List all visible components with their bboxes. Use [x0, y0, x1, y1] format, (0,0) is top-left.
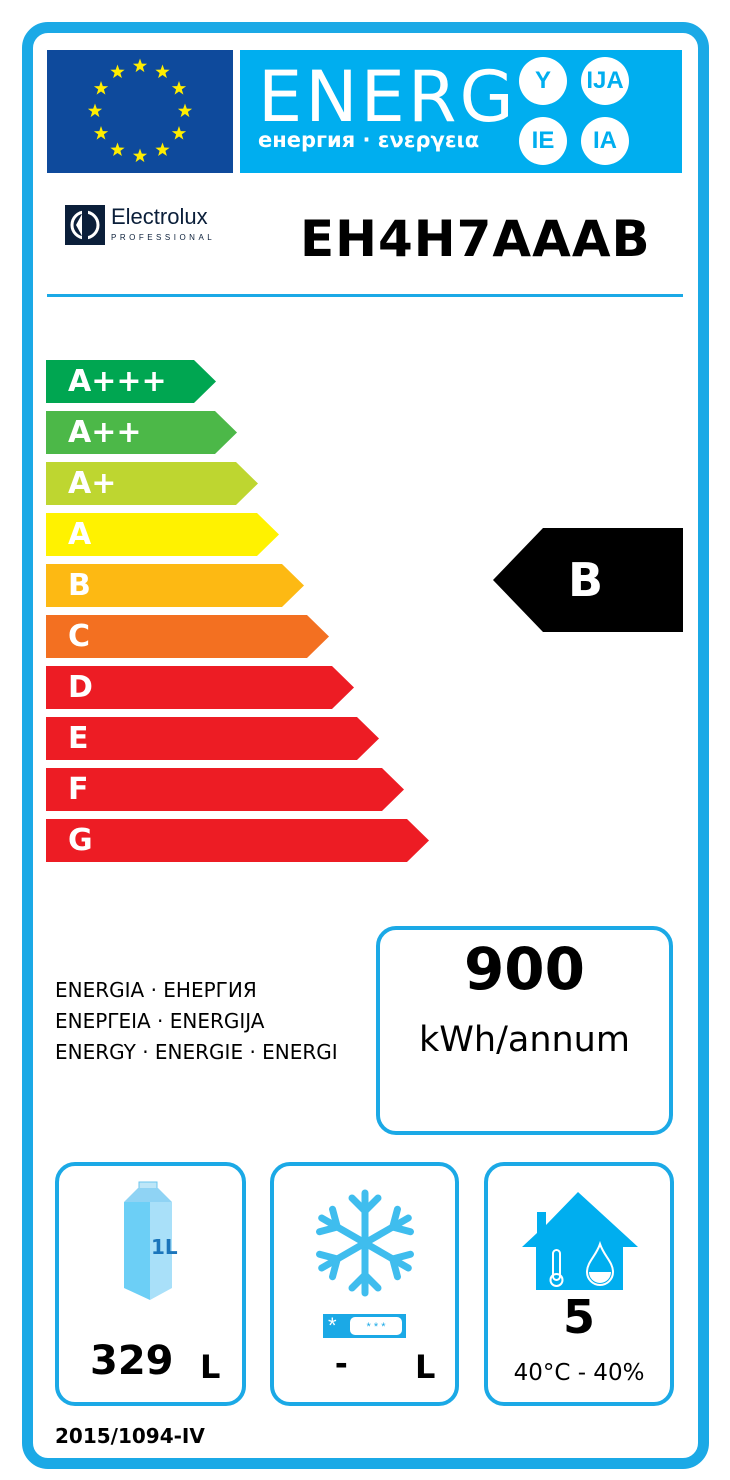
- star-icon: [110, 64, 125, 79]
- header-title: ENERG: [258, 56, 517, 138]
- star-icon: [177, 103, 193, 118]
- chilled-volume-unit: L: [200, 1348, 221, 1386]
- scale-bar-a: A: [46, 513, 279, 556]
- scale-bar-b: B: [46, 564, 304, 607]
- chilled-volume-value: 329: [90, 1338, 174, 1384]
- star-icon: [171, 126, 187, 140]
- star-icon: [93, 126, 109, 140]
- star-icon: [155, 142, 170, 156]
- electrolux-logo-icon: [65, 205, 105, 245]
- energy-label-line: ΕΝΕΡΓΕΙΑ · ENERGIJA: [55, 1009, 265, 1033]
- model-number: EH4H7AAAB: [300, 210, 651, 268]
- climate-conditions: 40°C - 40%: [513, 1360, 645, 1386]
- house-climate-icon: [522, 1192, 638, 1290]
- frozen-volume-box: [270, 1162, 459, 1406]
- energy-unit: kWh/annum: [419, 1020, 630, 1060]
- energy-label-line: ENERGY · ENERGIE · ENERGI: [55, 1040, 338, 1064]
- suffix-y: Y: [519, 57, 567, 105]
- energy-label-line: ENERGIA · ЕНЕРГИЯ: [55, 978, 257, 1002]
- divider: [47, 294, 683, 297]
- eu-flag: [47, 50, 233, 173]
- scale-bar-aplusplusplus: A+++: [46, 360, 216, 403]
- scale-bar-aplusplus: A++: [46, 411, 237, 454]
- scale-bar-g: G: [46, 819, 429, 862]
- brand-tagline: PROFESSIONAL: [111, 233, 216, 242]
- milk-carton-icon: 1L: [124, 1181, 178, 1300]
- freezer-star-rating-icon: * * * *: [323, 1314, 406, 1338]
- scale-bar-aplus: A+: [46, 462, 258, 505]
- scale-bar-d: D: [46, 666, 354, 709]
- carton-label: 1L: [151, 1235, 178, 1259]
- scale-bar-f: F: [46, 768, 404, 811]
- header-subtitle: енергия · ενεργεια: [258, 128, 480, 152]
- star-icon: [171, 81, 187, 95]
- energy-consumption-box: [376, 926, 673, 1135]
- climate-class-box: [484, 1162, 674, 1406]
- suffix-ia: IA: [581, 117, 629, 165]
- suffix-ija: IJA: [581, 57, 629, 105]
- scale-bar-c: C: [46, 615, 329, 658]
- star-icon: [93, 81, 109, 95]
- scale-bar-e: E: [46, 717, 379, 760]
- brand-name: Electrolux: [111, 204, 208, 229]
- climate-class-value: 5: [562, 1290, 595, 1344]
- suffix-ie: IE: [519, 117, 567, 165]
- star-icon: [87, 103, 103, 118]
- frozen-volume-unit: L: [415, 1348, 436, 1386]
- star-icon: [132, 58, 148, 73]
- label-frame: [22, 22, 709, 1469]
- regulation-reference: 2015/1094-IV: [55, 1424, 205, 1448]
- energy-value: 900: [463, 935, 586, 1003]
- frozen-volume-value: -: [335, 1342, 348, 1384]
- chilled-volume-box: [55, 1162, 246, 1406]
- star-icon: [155, 64, 170, 79]
- star-icon: [110, 142, 125, 156]
- star-icon: [132, 148, 148, 163]
- snowflake-icon: [316, 1189, 414, 1297]
